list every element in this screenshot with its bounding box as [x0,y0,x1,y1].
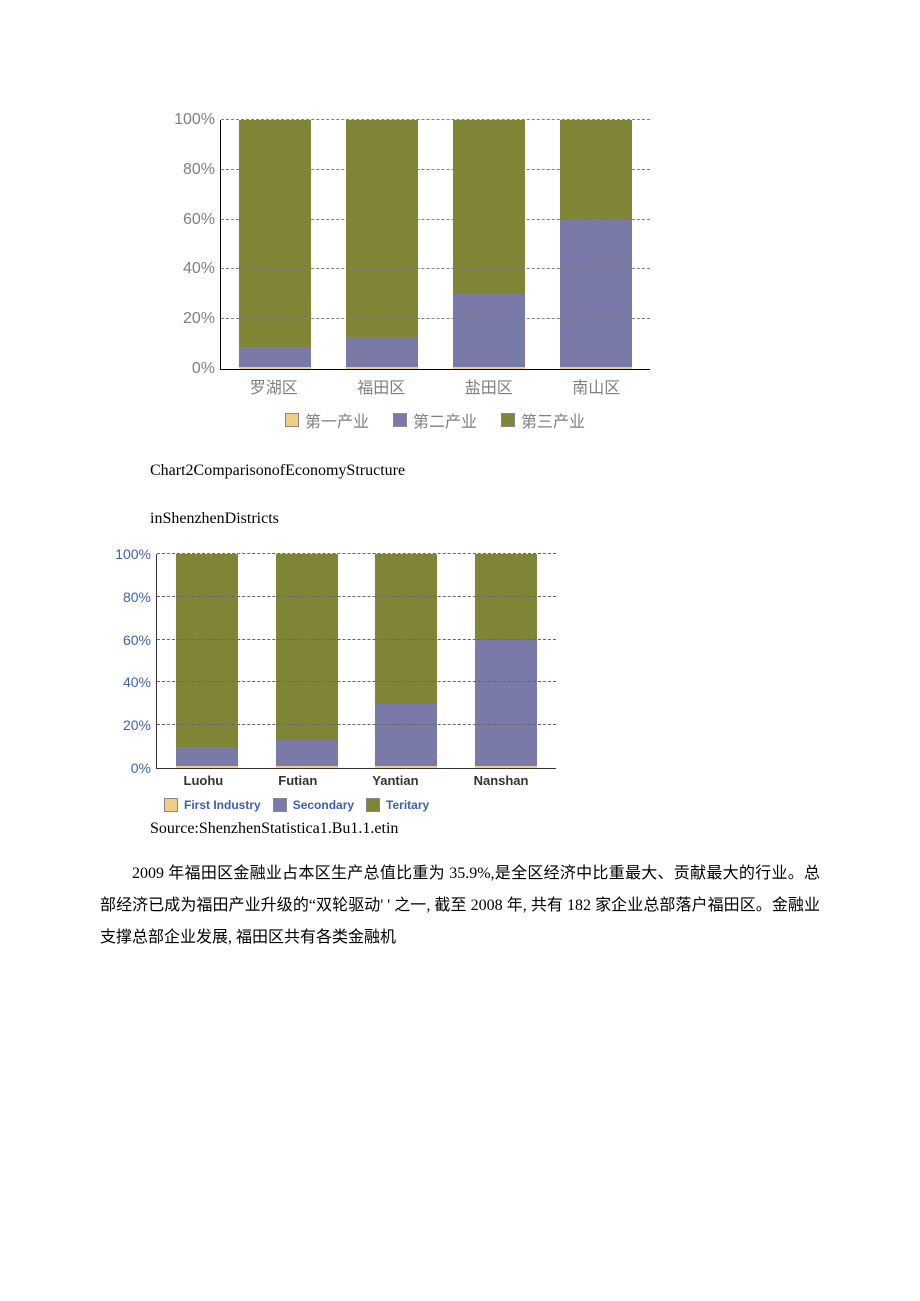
bar [375,554,437,768]
legend-item: Secondary [273,798,354,812]
legend-swatch [393,413,407,427]
chart2-caption-line2: inShenzhenDistricts [150,510,830,528]
legend-label: First Industry [184,798,261,812]
legend-swatch [285,413,299,427]
bar-segment [176,747,238,766]
bar-segment [239,347,311,367]
bar-segment [375,766,437,768]
gridline [157,724,556,725]
legend-label: 第三产业 [521,408,585,432]
legend-swatch [366,798,380,812]
bar [475,554,537,768]
bar-segment [176,766,238,768]
bar-segment [453,367,525,369]
legend-label: 第二产业 [413,408,477,432]
chart1-xlabels: 罗湖区 福田区 盐田区 南山区 [220,370,650,398]
bar-segment [560,367,632,369]
chart1-bars [221,120,650,369]
bar-segment [346,367,418,369]
bar-segment [475,640,537,766]
bar-segment [560,220,632,367]
legend-swatch [501,413,515,427]
y-tick-label: 0% [131,760,157,776]
bar [346,120,418,369]
bar [560,120,632,369]
legend-label: Teritary [386,798,429,812]
legend-item: 第一产业 [285,408,369,432]
bar-segment [346,337,418,367]
bar-segment [560,120,632,220]
document-page: 0%20%40%60%80%100% 罗湖区福田区盐田区南山区 第一产业第二产业… [0,0,920,1014]
legend-item: Teritary [366,798,429,812]
y-tick-label: 100% [115,546,157,562]
x-tick-label: Futian [278,773,317,788]
bar-segment [239,367,311,369]
chart1-container: 0%20%40%60%80%100% 罗湖区 福田区 盐田区 南山区 第一产业 第二产业… [220,120,650,432]
legend-item: First Industry [164,798,261,812]
legend-label: 第一产业 [305,408,369,432]
bar-segment [375,704,437,766]
gridline [221,119,650,120]
chart2-caption-line1: Chart2ComparisonofEconomyStructure [150,462,830,480]
chart2-legend: First Industry Secondary Teritary [156,788,556,812]
gridline [157,639,556,640]
x-tick-label: Yantian [372,773,418,788]
gridline [221,219,650,220]
bar [176,554,238,768]
gridline [157,681,556,682]
y-tick-label: 60% [123,632,157,648]
chart2-xlabels: Luohu Futian Yantian Nanshan [156,769,556,788]
body-paragraph: 2009 年福田区金融业占本区生产总值比重为 35.9%,是全区经济中比重最大、… [100,858,820,954]
x-tick-label: 南山区 [572,374,620,398]
bar-segment [346,120,418,337]
y-tick-label: 60% [183,211,221,229]
gridline [221,169,650,170]
bar [239,120,311,369]
bar [453,120,525,369]
y-tick-label: 20% [183,310,221,328]
legend-item: 第三产业 [501,408,585,432]
bar-segment [276,766,338,768]
bar-segment [453,294,525,366]
x-tick-label: Nanshan [474,773,529,788]
chart2-bars [157,554,556,768]
gridline [221,268,650,269]
y-tick-label: 40% [183,260,221,278]
gridline [157,596,556,597]
bar [276,554,338,768]
bar-segment [176,554,238,747]
x-tick-label: 福田区 [357,374,405,398]
legend-swatch [273,798,287,812]
y-tick-label: 80% [123,589,157,605]
legend-label: Secondary [293,798,354,812]
chart1-legend: 第一产业 第二产业 第三产业 [220,398,650,432]
bar-segment [475,554,537,640]
legend-item: 第二产业 [393,408,477,432]
x-tick-label: 罗湖区 [250,374,298,398]
chart2-wrap: 0%20%40%60%80%100% LuohuFutianYantianNan… [100,548,570,818]
y-tick-label: 20% [123,717,157,733]
chart2-container: 0%20%40%60%80%100% Luohu Futian Yantian Nan… [156,554,556,812]
bar-segment [239,120,311,347]
y-tick-label: 100% [174,111,221,129]
gridline [157,553,556,554]
bar-segment [475,766,537,768]
bar-segment [276,554,338,740]
y-tick-label: 0% [192,360,221,378]
gridline [221,318,650,319]
x-tick-label: 盐田区 [465,374,513,398]
y-tick-label: 80% [183,161,221,179]
legend-swatch [164,798,178,812]
chart1-plot: 0%20%40%60%80%100% [220,120,650,370]
chart2-plot: 0%20%40%60%80%100% [156,554,556,769]
y-tick-label: 40% [123,674,157,690]
bar-segment [276,740,338,766]
source-text: Source:ShenzhenStatistica1.Bu1.1.etin [150,820,830,838]
x-tick-label: Luohu [184,773,224,788]
